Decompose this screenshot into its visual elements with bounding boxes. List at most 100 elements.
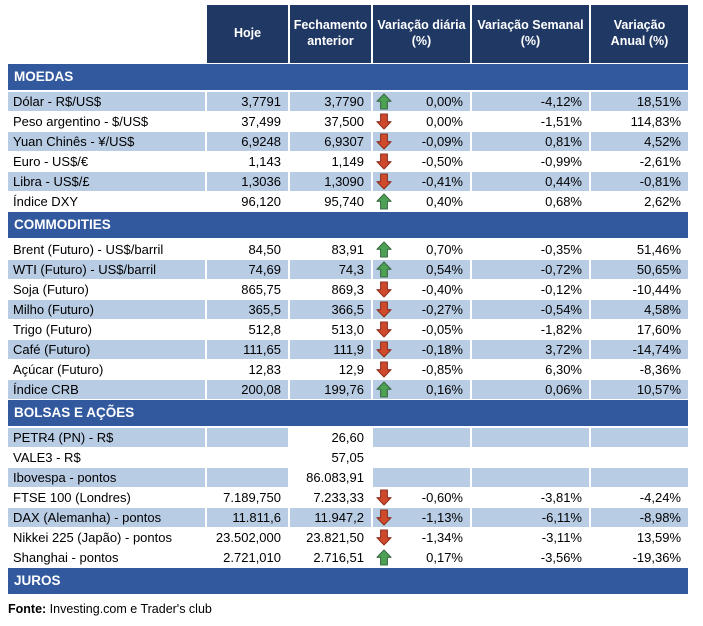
down-arrow-icon [376,321,392,338]
column-header-2: Fechamento anterior [290,5,373,63]
section-header-moedas: MOEDAS [8,64,688,92]
cell-label: FTSE 100 (Londres) [8,488,207,507]
up-arrow-icon [376,93,392,110]
cell-variacao-diaria: -1,13% [373,508,472,527]
table-row-shanghai-pontos: Shanghai - pontos 2.721,010 2.716,51 0,17% -… [8,548,688,568]
cell-hoje: 512,8 [207,320,290,339]
cell-fechamento-anterior: 1,3090 [290,172,373,191]
cell-variacao-anual: -19,36% [632,550,681,565]
cell-variacao-diaria: -0,50% [373,152,472,171]
cell-fechamento-anterior: 83,91 [290,240,373,259]
cell-fechamento-anterior: 11.947,2 [290,508,373,527]
section-header-juros: JUROS [8,568,688,596]
table-row-ibovespa-pontos: Ibovespa - pontos 86.083,91 [8,468,688,488]
cell-hoje: 111,65 [207,340,290,359]
column-header-5: Variação Anual (%) [591,5,688,63]
cell-variacao-semanal [472,428,591,447]
cell-variacao-anual: 50,65% [591,260,688,279]
table-row-indice-crb: Índice CRB 200,08 199,76 0,16% 0,06% 10,57% [8,380,688,400]
cell-variacao-anual: -2,61% [639,154,681,169]
table-row-peso-argentino-us: Peso argentino - $/US$ 37,499 37,500 0,00% -… [8,112,688,132]
cell-variacao-diaria: 0,17% [373,548,472,567]
cell-label: DAX (Alemanha) - pontos [8,508,207,527]
cell-variacao-semanal: -0,54% [472,300,591,319]
down-arrow-icon [376,113,392,130]
cell-label: Nikkei 225 (Japão) - pontos [8,528,207,547]
cell-variacao-diaria [373,468,472,487]
up-arrow-icon [376,241,392,258]
up-arrow-icon [376,381,392,398]
cell-fechamento-anterior: 6,9307 [290,132,373,151]
table-row-petr4-pn-r: PETR4 (PN) - R$ 26,60 [8,428,688,448]
down-arrow-icon [376,341,392,358]
cell-variacao-anual: 4,58% [591,300,688,319]
cell-variacao-anual [591,428,688,447]
cell-variacao-semanal [472,448,591,467]
table-row-soja-futuro: Soja (Futuro) 865,75 869,3 -0,40% -0,12% -10,… [8,280,688,300]
cell-variacao-semanal: 0,44% [472,172,591,191]
cell-hoje: 6,9248 [207,132,290,151]
down-arrow-icon [376,361,392,378]
cell-variacao-anual: -4,24% [639,490,681,505]
cell-variacao-semanal: 0,06% [472,380,591,399]
cell-variacao-semanal: -1,82% [472,320,591,339]
table-row-libra-us: Libra - US$/£ 1,3036 1,3090 -0,41% 0,44% -0,8… [8,172,688,192]
table-row-milho-futuro: Milho (Futuro) 365,5 366,5 -0,27% -0,54% 4,58… [8,300,688,320]
cell-fechamento-anterior: 37,500 [290,112,373,131]
cell-variacao-anual: -8,98% [591,508,688,527]
cell-variacao-diaria: -0,85% [373,360,472,379]
cell-variacao-anual: 2,62% [644,194,681,209]
cell-fechamento-anterior: 57,05 [290,448,373,467]
cell-fechamento-anterior: 86.083,91 [290,468,373,487]
down-arrow-icon [376,173,392,190]
table-row-nikkei-225-japao-pontos: Nikkei 225 (Japão) - pontos 23.502,000 23.… [8,528,688,548]
cell-variacao-diaria: 0,00% [373,92,472,111]
cell-variacao-diaria: -0,40% [373,280,472,299]
cell-hoje: 96,120 [207,192,290,211]
cell-label: WTI (Futuro) - US$/barril [8,260,207,279]
cell-variacao-anual [591,448,688,467]
cell-label: Brent (Futuro) - US$/barril [8,240,207,259]
cell-fechamento-anterior: 74,3 [290,260,373,279]
cell-hoje: 865,75 [207,280,290,299]
cell-label: VALE3 - R$ [8,448,207,467]
cell-variacao-diaria: -0,27% [373,300,472,319]
cell-label: Milho (Futuro) [8,300,207,319]
cell-hoje: 37,499 [207,112,290,131]
cell-hoje: 74,69 [207,260,290,279]
cell-variacao-semanal: -3,11% [472,528,591,547]
cell-hoje: 23.502,000 [207,528,290,547]
cell-variacao-semanal: -1,51% [472,112,591,131]
cell-fechamento-anterior: 12,9 [290,360,373,379]
quotes-table: Hoje Fechamento anterior Variação diária (… [8,5,688,596]
cell-hoje: 1,3036 [207,172,290,191]
table-row-dax-alemanha-pontos: DAX (Alemanha) - pontos 11.811,6 11.947,2-… [8,508,688,528]
cell-variacao-diaria: -0,18% [373,340,472,359]
cell-label: Peso argentino - $/US$ [8,112,207,131]
cell-variacao-anual: -14,74% [591,340,688,359]
cell-variacao-diaria: -0,60% [373,488,472,507]
table-row-trigo-futuro: Trigo (Futuro) 512,8 513,0 -0,05% -1,82% 17,6… [8,320,688,340]
cell-hoje [207,448,290,467]
cell-variacao-anual: -8,36% [639,362,681,377]
table-row-indice-dxy: Índice DXY 96,120 95,740 0,40% 0,68% 2,62% [8,192,688,212]
cell-label: Índice DXY [8,192,207,211]
cell-fechamento-anterior: 869,3 [290,280,373,299]
cell-label: Soja (Futuro) [8,280,207,299]
cell-hoje: 365,5 [207,300,290,319]
cell-variacao-semanal: -0,12% [472,280,591,299]
cell-variacao-anual: 17,60% [636,322,681,337]
down-arrow-icon [376,153,392,170]
cell-fechamento-anterior: 3,7790 [290,92,373,111]
cell-variacao-diaria: 0,00% [373,112,472,131]
header-spacer [8,5,207,63]
cell-variacao-diaria [373,448,472,467]
cell-variacao-anual: 114,83% [630,114,681,129]
table-row-brent-futuro-us-barril: Brent (Futuro) - US$/barril 84,50 83,91 0,7… [8,240,688,260]
cell-variacao-diaria: -1,34% [373,528,472,547]
cell-label: Euro - US$/€ [8,152,207,171]
down-arrow-icon [376,489,392,506]
cell-label: Trigo (Futuro) [8,320,207,339]
cell-label: Dólar - R$/US$ [8,92,207,111]
